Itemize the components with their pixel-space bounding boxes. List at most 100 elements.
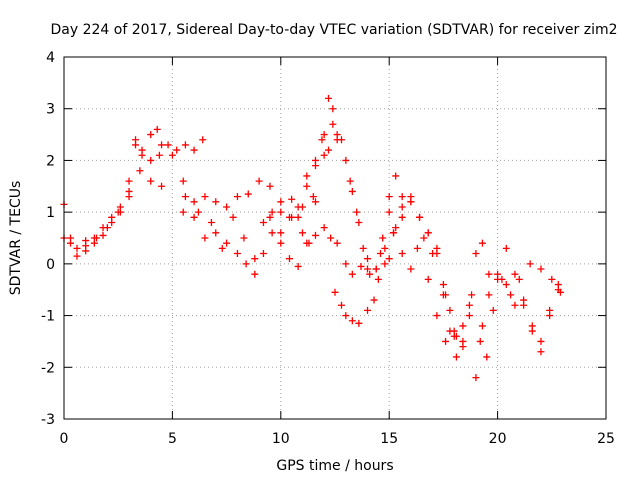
data-point [331, 288, 339, 296]
data-point [446, 327, 454, 335]
data-point [537, 348, 545, 356]
data-point [324, 146, 332, 154]
data-point [407, 193, 415, 201]
data-point [285, 255, 293, 263]
data-point [277, 229, 285, 237]
data-point [179, 177, 187, 185]
data-point [251, 255, 259, 263]
y-tick-label: 1 [46, 205, 55, 221]
data-point [338, 301, 346, 309]
data-point [398, 203, 406, 211]
y-tick-label: 2 [46, 153, 55, 169]
data-point [251, 270, 259, 278]
series-track-11 [424, 244, 562, 382]
data-point [116, 208, 124, 216]
data-point [433, 312, 441, 320]
data-point [442, 337, 450, 345]
data-point [223, 239, 231, 247]
data-point [136, 167, 144, 175]
data-point [381, 260, 389, 268]
data-point [472, 374, 480, 382]
y-tick-label: -1 [41, 309, 55, 325]
data-point [420, 234, 428, 242]
y-tick-label: 0 [46, 257, 55, 273]
grid-lines [64, 57, 606, 419]
data-point [294, 262, 302, 270]
data-point [294, 203, 302, 211]
data-point [303, 239, 311, 247]
series-track-10 [381, 193, 564, 361]
data-point [398, 213, 406, 221]
data-point [294, 213, 302, 221]
data-point [132, 141, 140, 149]
y-tick-label: -2 [41, 360, 55, 376]
data-point [309, 193, 317, 201]
data-point [342, 312, 350, 320]
data-point [366, 270, 374, 278]
series-track-3 [82, 151, 317, 255]
x-tick-label: 20 [489, 431, 507, 447]
data-point [390, 229, 398, 237]
data-point [259, 218, 267, 226]
data-point [320, 131, 328, 139]
data-point [515, 275, 523, 283]
data-point [266, 213, 274, 221]
data-point [190, 146, 198, 154]
data-point [158, 182, 166, 190]
data-point [333, 136, 341, 144]
data-point [285, 213, 293, 221]
data-point [424, 275, 432, 283]
data-point [82, 247, 90, 255]
data-point [212, 198, 220, 206]
data-point [212, 229, 220, 237]
data-point [311, 231, 319, 239]
data-point [485, 291, 493, 299]
data-point [385, 193, 393, 201]
data-point [303, 182, 311, 190]
data-point [392, 172, 400, 180]
data-point [320, 151, 328, 159]
series-track-5 [181, 94, 341, 263]
data-point [201, 234, 209, 242]
data-point [268, 229, 276, 237]
data-point [147, 131, 155, 139]
x-tick-label: 15 [380, 431, 398, 447]
data-point [374, 275, 382, 283]
data-point [433, 250, 441, 258]
data-point [348, 187, 356, 195]
series-track-8 [324, 136, 437, 273]
series-track-4 [179, 136, 326, 278]
data-point [489, 306, 497, 314]
data-point [218, 244, 226, 252]
data-point [233, 250, 241, 258]
data-point [108, 213, 116, 221]
data-point [478, 322, 486, 330]
data-point [255, 177, 263, 185]
data-point [398, 250, 406, 258]
data-point [240, 234, 248, 242]
data-point [385, 208, 393, 216]
data-point [73, 244, 81, 252]
data-point [266, 182, 274, 190]
data-point [158, 141, 166, 149]
data-point [229, 213, 237, 221]
data-point [392, 224, 400, 232]
x-axis-label: GPS time / hours [276, 458, 393, 474]
data-point [311, 198, 319, 206]
data-point [372, 265, 380, 273]
data-point [379, 234, 387, 242]
x-tick-label: 0 [60, 431, 69, 447]
data-point [485, 270, 493, 278]
chart-title: Day 224 of 2017, Sidereal Day-to-day VTE… [51, 22, 618, 38]
data-point [446, 306, 454, 314]
data-point [199, 136, 207, 144]
series-track-7 [294, 120, 415, 278]
data-point [355, 218, 363, 226]
data-point [465, 301, 473, 309]
data-point [318, 136, 326, 144]
data-point [125, 193, 133, 201]
data-point [413, 244, 421, 252]
series-track-12 [439, 239, 562, 361]
